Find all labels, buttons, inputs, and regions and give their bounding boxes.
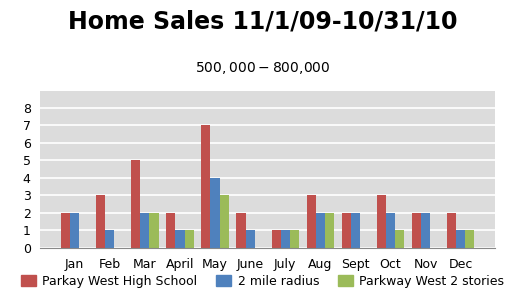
Bar [211, 178, 220, 248]
Bar [166, 213, 175, 248]
Text: $500,000 - $800,000: $500,000 - $800,000 [195, 60, 330, 76]
Bar [421, 213, 430, 248]
Bar [236, 213, 245, 248]
Bar [377, 195, 386, 248]
Bar [201, 126, 211, 248]
Legend: Parkay West High School, 2 mile radius, Parkway West 2 stories: Parkay West High School, 2 mile radius, … [16, 270, 505, 293]
Bar [245, 230, 255, 248]
Bar [351, 213, 360, 248]
Bar [105, 230, 114, 248]
Text: Home Sales 11/1/09-10/31/10: Home Sales 11/1/09-10/31/10 [68, 9, 458, 33]
Bar [175, 230, 184, 248]
Bar [465, 230, 474, 248]
Bar [281, 230, 290, 248]
Bar [96, 195, 105, 248]
Bar [325, 213, 334, 248]
Bar [61, 213, 70, 248]
Bar [456, 230, 465, 248]
Bar [342, 213, 351, 248]
Bar [140, 213, 149, 248]
Bar [412, 213, 421, 248]
Bar [307, 195, 316, 248]
Bar [220, 195, 229, 248]
Bar [149, 213, 159, 248]
Bar [290, 230, 299, 248]
Bar [395, 230, 404, 248]
Bar [184, 230, 193, 248]
Bar [386, 213, 395, 248]
Bar [70, 213, 79, 248]
Bar [447, 213, 456, 248]
Bar [316, 213, 325, 248]
Bar [131, 160, 140, 248]
Bar [272, 230, 281, 248]
